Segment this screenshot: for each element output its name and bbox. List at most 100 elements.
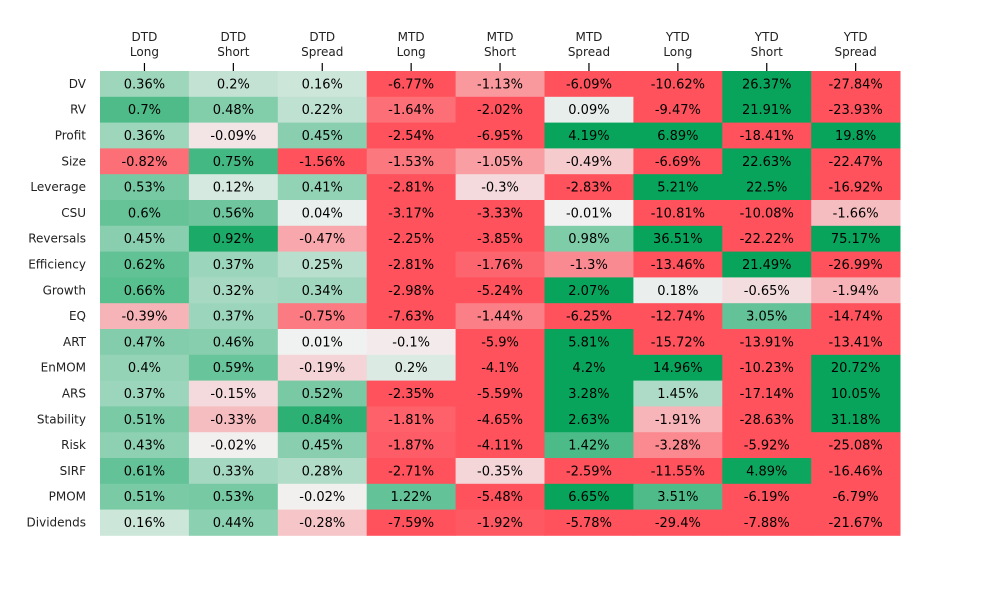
heatmap-cell [277, 458, 368, 485]
heatmap-cell [277, 200, 368, 227]
heatmap-cell [277, 122, 368, 149]
cell-value-label: -6.25% [566, 310, 612, 325]
cell-value-label: 0.18% [657, 284, 698, 299]
cell-value-label: -0.35% [477, 464, 523, 479]
heatmap-cell [722, 432, 812, 459]
cell-value-label: 1.42% [568, 439, 609, 454]
cell-value-label: 0.51% [124, 490, 165, 505]
heatmap-cell [366, 354, 456, 381]
cell-value-label: 0.53% [124, 181, 165, 196]
heatmap-cell [633, 406, 723, 433]
heatmap-cell [633, 329, 723, 356]
cell-value-label: 36.51% [653, 232, 703, 247]
cell-value-label: -2.71% [388, 464, 434, 479]
cell-value-label: 4.89% [746, 464, 787, 479]
cell-value-label: 1.45% [657, 387, 698, 402]
heatmap-cell [366, 96, 456, 123]
cell-value-label: -7.88% [744, 516, 790, 531]
cell-value-label: -0.09% [210, 129, 256, 144]
heatmap-cell [722, 251, 812, 278]
cell-value-label: 0.61% [124, 464, 165, 479]
cell-value-label: 0.56% [213, 206, 254, 221]
row-label: EQ [69, 309, 86, 323]
cell-value-label: -6.09% [566, 77, 612, 92]
cell-value-label: -15.72% [651, 335, 705, 350]
cell-value-label: -28.63% [740, 413, 794, 428]
cell-value-label: -1.05% [477, 155, 523, 170]
cell-value-label: -1.94% [833, 284, 879, 299]
row-label: ART [63, 335, 87, 349]
cell-value-label: -6.69% [655, 155, 701, 170]
cell-value-label: 0.45% [302, 129, 343, 144]
heatmap-cell [188, 483, 279, 510]
cell-value-label: -0.65% [744, 284, 790, 299]
cell-value-label: 0.6% [128, 206, 161, 221]
cell-value-label: -23.93% [829, 103, 883, 118]
heatmap-cell [188, 406, 279, 433]
heatmap-cell [722, 200, 812, 227]
heatmap-cell [188, 174, 279, 201]
cell-value-label: -2.25% [388, 232, 434, 247]
cell-value-label: 6.89% [657, 129, 698, 144]
heatmap-cell [277, 148, 368, 175]
heatmap-cell [100, 96, 190, 123]
heatmap-cell [633, 380, 723, 407]
cell-value-label: -29.4% [655, 516, 701, 531]
heatmap-cell [811, 432, 901, 459]
cell-value-label: 31.18% [831, 413, 881, 428]
heatmap-cell [100, 483, 190, 510]
cell-value-label: 0.45% [302, 439, 343, 454]
cell-value-label: -0.28% [299, 516, 345, 531]
row-label: EnMOM [41, 361, 86, 375]
column-label: DTD Long [130, 30, 159, 59]
row-label: Efficiency [28, 258, 86, 272]
heatmap-cell [722, 354, 812, 381]
cell-value-label: -1.76% [477, 258, 523, 273]
cell-value-label: 0.33% [213, 464, 254, 479]
heatmap-cell [544, 225, 634, 252]
cell-value-label: 0.28% [302, 464, 343, 479]
cell-value-label: 22.5% [746, 181, 787, 196]
heatmap-cell [455, 200, 545, 227]
cell-value-label: -13.46% [651, 258, 705, 273]
cell-value-label: 5.81% [568, 335, 609, 350]
cell-value-label: -21.67% [829, 516, 883, 531]
heatmap-cell [100, 458, 190, 485]
cell-value-label: -5.78% [566, 516, 612, 531]
cell-value-label: -6.95% [477, 129, 523, 144]
cell-value-label: 0.59% [213, 361, 254, 376]
heatmap-cell [722, 174, 812, 201]
heatmap-cell [633, 200, 723, 227]
heatmap-cell [544, 380, 634, 407]
cell-value-label: -1.64% [388, 103, 434, 118]
cell-value-label: 0.04% [302, 206, 343, 221]
column-label: DTD Spread [301, 30, 343, 59]
cell-value-label: -22.22% [740, 232, 794, 247]
heatmap-cell [633, 354, 723, 381]
cell-value-label: 0.37% [213, 258, 254, 273]
cell-value-label: 0.62% [124, 258, 165, 273]
heatmap-cell [633, 483, 723, 510]
heatmap-cell [100, 148, 190, 175]
cell-value-label: -10.62% [651, 77, 705, 92]
column-label: MTD Long [397, 30, 426, 59]
cell-value-label: -3.33% [477, 206, 523, 221]
heatmap-cell [811, 354, 901, 381]
heatmap-cell [811, 509, 901, 536]
heatmap-cell [633, 225, 723, 252]
cell-value-label: 21.91% [742, 103, 792, 118]
cell-value-label: 4.2% [572, 361, 605, 376]
heatmap-cell [188, 148, 279, 175]
heatmap-cell [366, 277, 456, 304]
cell-value-label: 0.41% [302, 181, 343, 196]
cell-value-label: 0.51% [124, 413, 165, 428]
cell-value-label: 0.09% [568, 103, 609, 118]
heatmap-cell [722, 406, 812, 433]
heatmap-cell [544, 483, 634, 510]
cell-value-label: 0.2% [217, 77, 250, 92]
cell-value-label: -0.19% [299, 361, 345, 376]
heatmap-cell [188, 303, 279, 330]
cell-value-label: -0.02% [210, 439, 256, 454]
heatmap-cell [277, 225, 368, 252]
